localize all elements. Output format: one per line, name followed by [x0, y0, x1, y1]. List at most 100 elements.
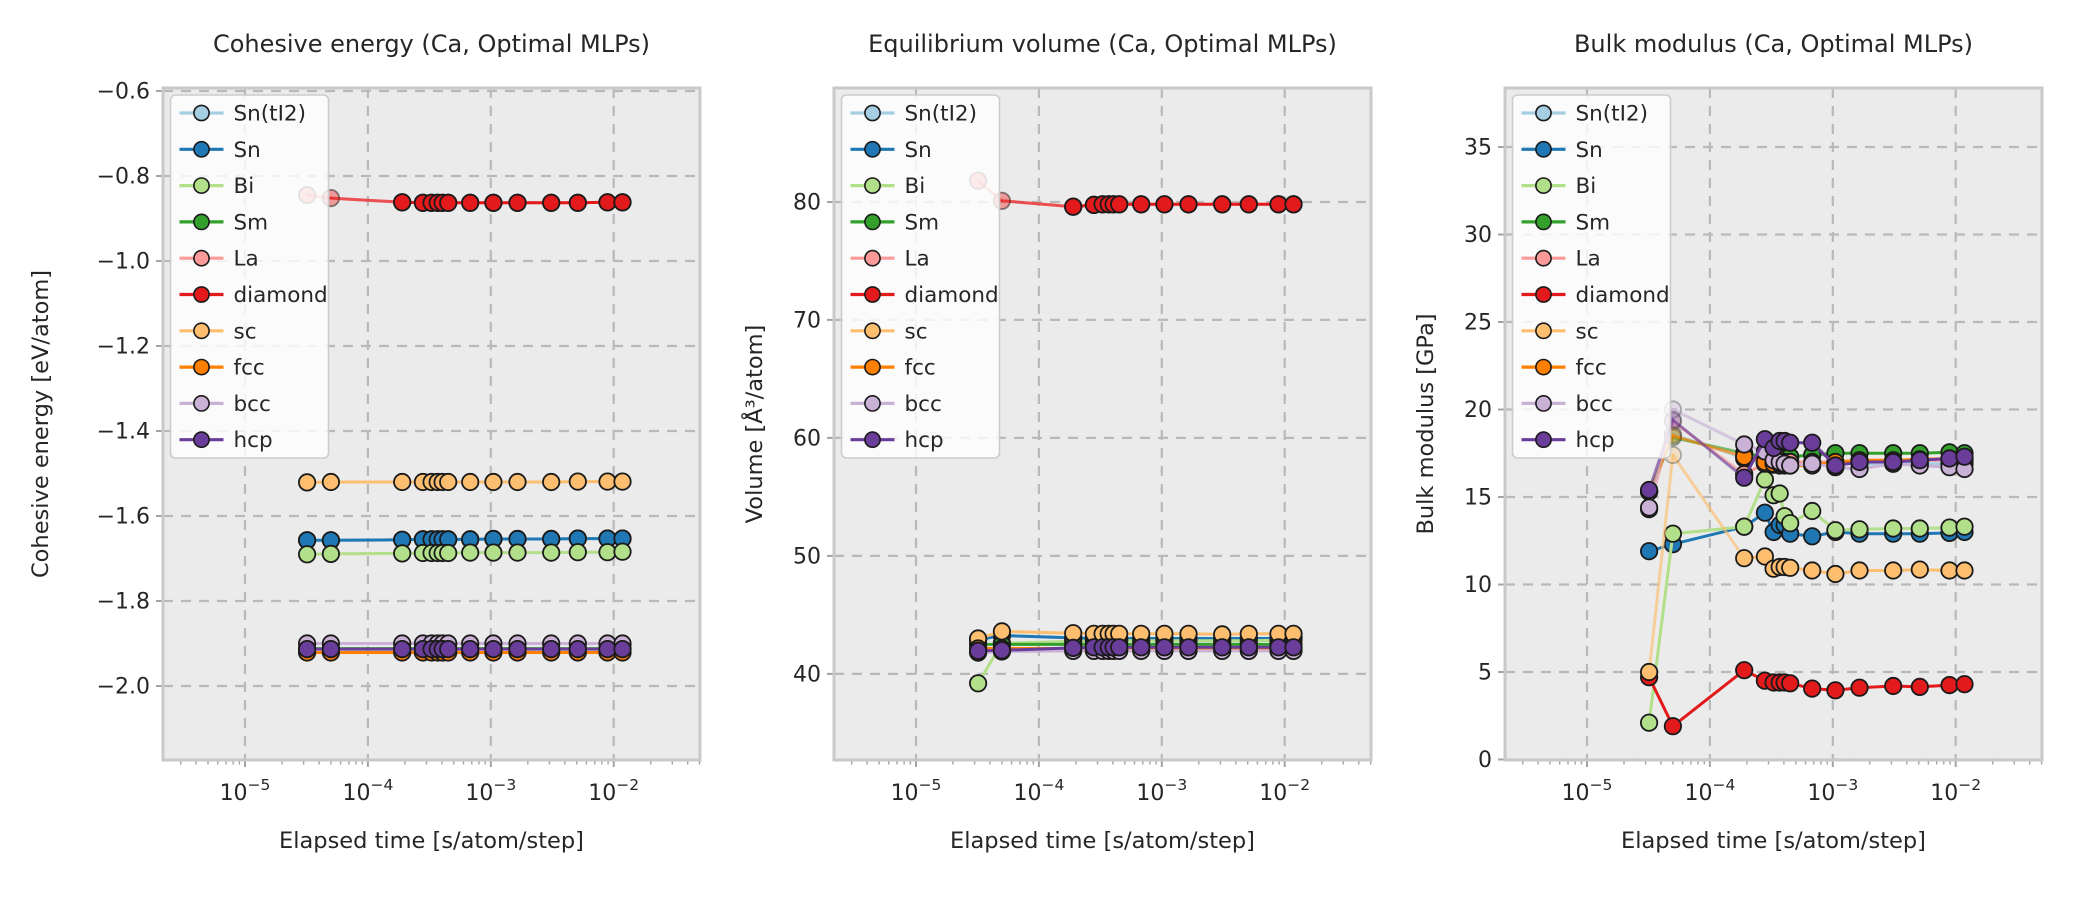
legend-label: hcp: [1576, 428, 1615, 453]
legend-label: sc: [905, 319, 928, 344]
data-point: [508, 472, 527, 492]
legend-item-sc: sc: [179, 319, 257, 344]
data-point: [1269, 638, 1288, 657]
y-tick-label: 20: [1464, 398, 1492, 423]
y-tick-label: 30: [1464, 223, 1492, 248]
data-point: [1640, 498, 1659, 517]
data-point: [321, 639, 340, 659]
legend-item-bi: Bi: [179, 174, 255, 199]
y-tick-label: 40: [793, 662, 821, 687]
legend-marker: [1535, 286, 1552, 303]
y-tick-label: −0.6: [97, 80, 150, 105]
data-point: [508, 639, 527, 659]
y-tick-label: −1.2: [97, 335, 150, 360]
data-point: [1239, 195, 1258, 214]
data-point: [1110, 638, 1129, 657]
x-tick-labels: 10−5 10−4 10−3 10−2: [891, 776, 1311, 806]
legend-marker: [864, 286, 881, 303]
y-tick-label: 10: [1464, 573, 1492, 598]
data-point: [1110, 195, 1129, 214]
axes-border: [832, 86, 1373, 762]
legend-marker: [864, 431, 881, 449]
legend-item-fcc: fcc: [1521, 356, 1607, 381]
data-point: [1663, 717, 1683, 736]
y-axis-label: Bulk modulus [GPa]: [1413, 313, 1439, 534]
legend-label: bcc: [905, 392, 942, 417]
data-point: [1155, 638, 1174, 657]
legend-label: Bi: [1576, 174, 1597, 199]
data-point: [1735, 549, 1754, 568]
data-point: [393, 639, 412, 659]
y-tick-label: 60: [793, 426, 821, 451]
x-tick-label: 10−5: [891, 776, 942, 806]
data-point: [484, 543, 503, 562]
legend-item-sm: Sm: [850, 210, 939, 235]
data-point: [1155, 195, 1174, 214]
legend-marker: [1535, 249, 1552, 267]
y-axis-label: Cohesive energy [eV/atom]: [28, 270, 54, 578]
data-point: [439, 543, 458, 563]
legend-label: Sn(tI2): [1576, 102, 1649, 127]
data-point: [1826, 456, 1845, 475]
y-tick-label: 70: [793, 308, 821, 333]
data-point: [1781, 674, 1800, 693]
data-point: [1640, 713, 1659, 732]
series-sn: [297, 529, 632, 550]
y-tick-label: 0: [1478, 748, 1492, 773]
legend-item-hcp: hcp: [1521, 428, 1615, 453]
legend-item-sc: sc: [850, 319, 928, 344]
data-point: [992, 641, 1012, 660]
data-point: [1640, 662, 1659, 682]
series-hcp: [297, 639, 632, 659]
data-point: [393, 193, 412, 212]
series-sc: [968, 622, 1303, 648]
chart-cohesive-energy: 10−5 10−4 10−3 10−2−0.6−0.8−1.0−1.2−1.4−1.6…: [28, 30, 702, 854]
data-point: [1735, 517, 1754, 536]
legend-marker: [864, 104, 881, 122]
legend-item-bcc: bcc: [1521, 392, 1613, 417]
y-tick-label: 15: [1464, 486, 1492, 511]
y-tick-label: 50: [793, 544, 821, 569]
data-point: [1910, 451, 1929, 470]
data-point: [1640, 542, 1659, 561]
data-point: [968, 641, 988, 661]
data-point: [1735, 435, 1754, 454]
legend-marker: [1535, 177, 1552, 194]
legend-label: Sn(tI2): [905, 102, 978, 127]
data-point: [1884, 561, 1903, 580]
legend-item-diamond: diamond: [1521, 283, 1670, 308]
data-point: [439, 639, 458, 659]
data-point: [542, 543, 561, 562]
data-point: [1955, 675, 1974, 694]
data-point: [1826, 681, 1845, 700]
data-point: [1239, 638, 1258, 657]
data-point: [508, 193, 527, 212]
legend-label: diamond: [905, 283, 999, 308]
legend-item-la: La: [1521, 247, 1601, 272]
legend-marker: [193, 358, 210, 376]
data-point: [992, 622, 1012, 641]
legend-marker: [864, 177, 881, 194]
x-axis-label: Elapsed time [s/atom/step]: [1621, 828, 1926, 854]
x-tick-label: 10−3: [1807, 776, 1858, 806]
y-tick-label: −1.8: [97, 590, 150, 615]
legend-label: La: [905, 247, 930, 272]
legend-item-sn: Sn: [1521, 138, 1603, 163]
data-point: [1850, 678, 1869, 697]
x-tick-label: 10−2: [588, 776, 639, 806]
data-point: [568, 193, 587, 212]
x-axis-label: Elapsed time [s/atom/step]: [950, 828, 1255, 854]
data-point: [598, 472, 617, 491]
legend-label: Bi: [234, 174, 255, 199]
y-tick-labels: 35 30 25 20 15 10 5 0: [1464, 136, 1492, 774]
legend-label: La: [1576, 247, 1601, 272]
data-point: [1910, 677, 1929, 697]
data-point: [1284, 638, 1303, 657]
legend-label: Sm: [1576, 210, 1611, 235]
data-point: [1884, 676, 1903, 696]
data-point: [484, 639, 503, 659]
data-point: [297, 639, 317, 659]
chart-title: Cohesive energy (Ca, Optimal MLPs): [213, 30, 650, 58]
